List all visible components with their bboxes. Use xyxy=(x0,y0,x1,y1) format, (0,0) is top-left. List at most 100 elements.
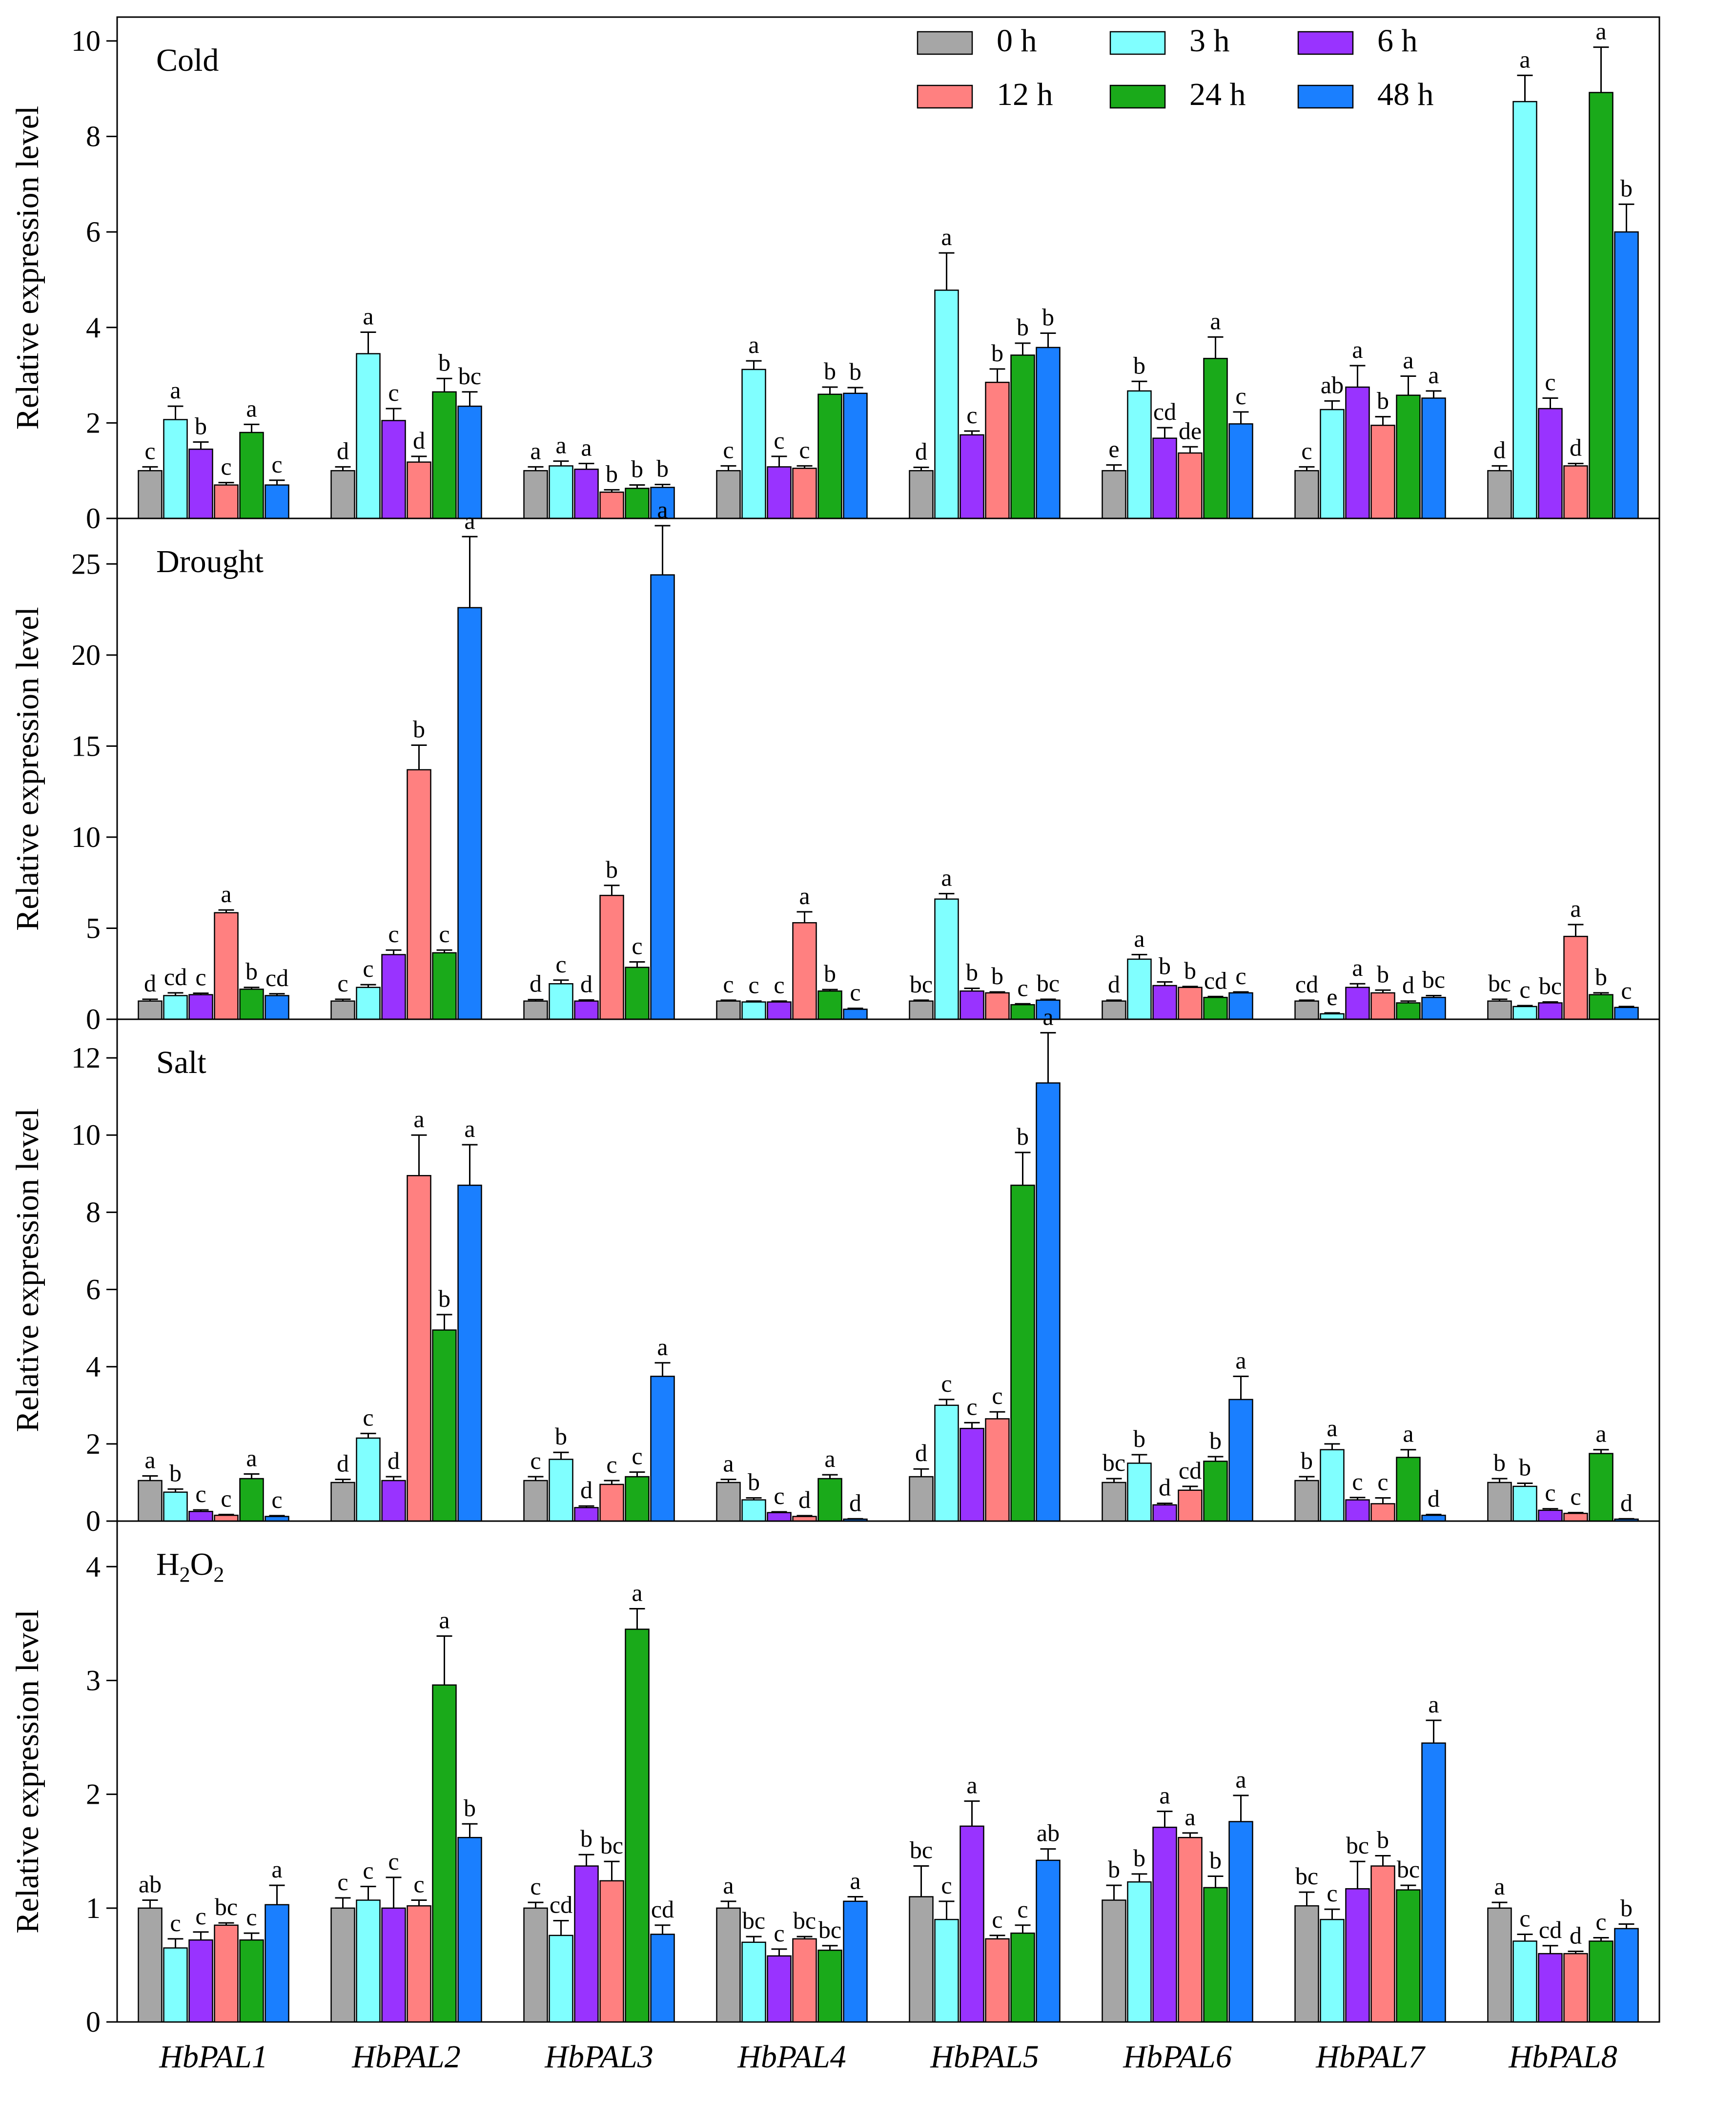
bar xyxy=(1294,470,1319,519)
significance-letter: d xyxy=(1402,971,1414,999)
bar xyxy=(1487,1907,1512,2023)
significance-letter: b xyxy=(580,1825,592,1852)
y-tick-label: 4 xyxy=(86,311,101,344)
bar xyxy=(265,484,289,519)
significance-letter: a xyxy=(657,496,668,523)
bar xyxy=(138,1907,163,2023)
bar xyxy=(817,990,842,1020)
significance-letter: a xyxy=(464,507,475,534)
significance-letter: c xyxy=(221,1485,231,1512)
significance-letter: d xyxy=(1159,1474,1171,1501)
gene-label: HbPAL6 xyxy=(1123,2039,1232,2075)
bar xyxy=(792,468,817,519)
bar xyxy=(1127,1463,1152,1522)
significance-letter: c xyxy=(246,1903,257,1931)
bar xyxy=(432,1684,457,2023)
significance-letter: c xyxy=(530,1447,541,1474)
panel-title: Drought xyxy=(156,544,264,579)
significance-letter: d xyxy=(337,437,349,464)
significance-letter: a xyxy=(246,394,257,422)
significance-letter: c xyxy=(966,401,977,429)
significance-letter: d xyxy=(144,969,156,997)
significance-letter: ab xyxy=(1321,371,1344,398)
significance-letter: bc xyxy=(1295,1862,1318,1890)
bar xyxy=(960,1427,984,1522)
bar xyxy=(1228,992,1253,1020)
significance-letter: c xyxy=(723,436,734,463)
bar xyxy=(163,1491,188,1522)
significance-letter: c xyxy=(271,1486,282,1513)
bar xyxy=(741,1941,766,2023)
bar xyxy=(1010,1004,1035,1020)
bar xyxy=(792,922,817,1020)
bar xyxy=(1421,397,1446,519)
significance-letter: bc xyxy=(1539,972,1562,1000)
bar xyxy=(1178,987,1203,1020)
bar xyxy=(1396,1889,1421,2023)
significance-letter: c xyxy=(606,1451,617,1478)
bar xyxy=(599,491,624,519)
bar xyxy=(843,1009,868,1020)
significance-letter: c xyxy=(1301,437,1312,464)
significance-letter: d xyxy=(915,437,927,465)
bar xyxy=(741,1499,766,1522)
significance-letter: cd xyxy=(1539,1916,1562,1943)
bar xyxy=(1487,470,1512,519)
bar xyxy=(1036,1082,1061,1522)
bar xyxy=(1228,1821,1253,2023)
significance-letter: bc xyxy=(1037,969,1060,997)
significance-letter: d xyxy=(1428,1485,1440,1512)
significance-letter: d xyxy=(1620,1489,1633,1516)
bar xyxy=(1203,1461,1228,1522)
bar xyxy=(138,470,163,519)
significance-letter: b xyxy=(1519,1454,1531,1481)
bar xyxy=(549,1459,573,1522)
significance-letter: b xyxy=(413,715,425,742)
legend-label: 12 h xyxy=(997,77,1053,112)
significance-letter: a xyxy=(1235,1766,1246,1793)
significance-letter: a xyxy=(170,376,181,404)
significance-letter: a xyxy=(1494,1873,1505,1900)
bar xyxy=(1538,1002,1563,1020)
significance-letter: c xyxy=(271,451,282,478)
bar xyxy=(188,994,213,1020)
bar xyxy=(1203,1887,1228,2023)
significance-letter: c xyxy=(774,1482,784,1509)
significance-letter: c xyxy=(530,1873,541,1900)
bar xyxy=(1563,465,1588,519)
significance-letter: cd xyxy=(1295,970,1318,998)
bar xyxy=(407,769,431,1020)
bar xyxy=(909,1896,934,2023)
significance-letter: c xyxy=(1519,976,1530,1003)
y-tick-label: 15 xyxy=(71,730,101,762)
bar xyxy=(934,289,959,519)
significance-letter: c xyxy=(799,436,810,463)
significance-letter: c xyxy=(1352,1468,1363,1495)
bar xyxy=(960,434,984,519)
significance-letter: c xyxy=(941,1370,952,1397)
significance-letter: cd xyxy=(1179,1457,1202,1484)
y-axis-label: Relative expression level xyxy=(10,1609,45,1933)
bar xyxy=(574,1507,599,1522)
bar xyxy=(381,954,406,1020)
bar xyxy=(1614,1007,1639,1020)
significance-letter: b xyxy=(1184,957,1196,984)
legend-swatch xyxy=(917,84,973,109)
bar xyxy=(214,1514,239,1522)
significance-letter: c xyxy=(1570,1483,1581,1510)
significance-letter: b xyxy=(1493,1449,1506,1476)
bar xyxy=(1203,996,1228,1020)
significance-letter: bc xyxy=(1346,1832,1369,1859)
bar xyxy=(1345,386,1370,519)
bar xyxy=(716,1907,741,2023)
legend: 0 h 3 h 6 h 12 h 24 h 48 h xyxy=(917,23,1434,112)
bar xyxy=(985,1938,1010,2023)
bar xyxy=(909,470,934,519)
legend-item: 48 h xyxy=(1297,77,1434,112)
legend-item: 24 h xyxy=(1109,77,1246,112)
bar xyxy=(381,420,406,519)
panel-title: Cold xyxy=(156,42,219,78)
significance-letter: c xyxy=(1017,1896,1028,1923)
bar xyxy=(188,1939,213,2023)
